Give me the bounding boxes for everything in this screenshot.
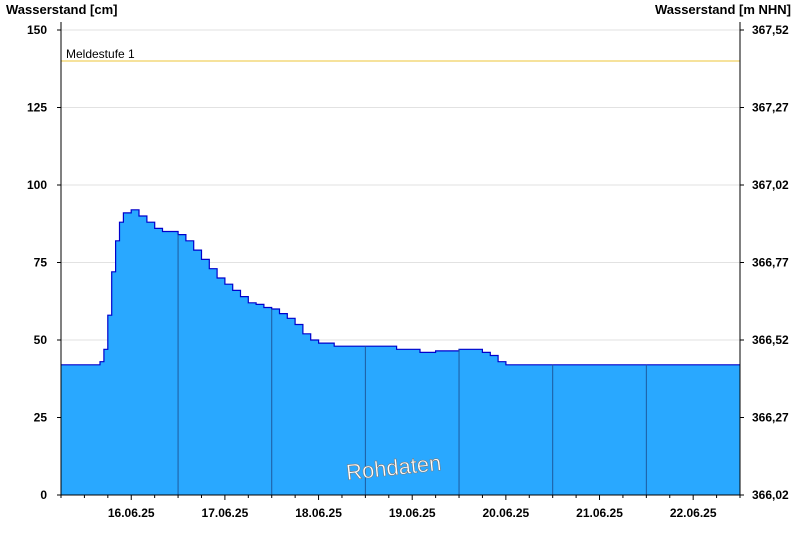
right-tick-label: 367,27: [752, 101, 789, 115]
right-axis-title: Wasserstand [m NHN]: [655, 2, 791, 17]
series-line: [61, 209, 740, 366]
x-tick-label: 18.06.25: [295, 506, 342, 520]
x-tick-label: 16.06.25: [108, 506, 155, 520]
left-tick-label: 75: [34, 256, 48, 270]
right-tick-label: 366,77: [752, 256, 789, 270]
left-tick-label: 25: [34, 411, 48, 425]
axes: 0 25 50 75 100 125 150 366,02 366,27 366,52 366,77…: [27, 22, 789, 520]
right-tick-label: 367,02: [752, 178, 789, 192]
right-tick-label: 367,52: [752, 23, 789, 37]
left-axis-title: Wasserstand [cm]: [6, 2, 118, 17]
left-tick-label: 125: [27, 101, 47, 115]
x-tick-label: 21.06.25: [576, 506, 623, 520]
left-tick-label: 50: [34, 333, 48, 347]
x-tick-label: 17.06.25: [202, 506, 249, 520]
x-tick-label: 22.06.25: [670, 506, 717, 520]
x-tick-label: 20.06.25: [483, 506, 530, 520]
right-tick-label: 366,02: [752, 488, 789, 502]
right-tick-label: 366,27: [752, 411, 789, 425]
water-level-area: [61, 209, 740, 496]
x-tick-label: 19.06.25: [389, 506, 436, 520]
left-tick-label: 150: [27, 23, 47, 37]
left-tick-label: 0: [40, 488, 47, 502]
right-tick-label: 366,52: [752, 333, 789, 347]
left-tick-label: 100: [27, 178, 47, 192]
threshold-group: Meldestufe 1: [61, 47, 740, 62]
threshold-label: Meldestufe 1: [66, 47, 135, 61]
area-fill: [61, 209, 740, 496]
